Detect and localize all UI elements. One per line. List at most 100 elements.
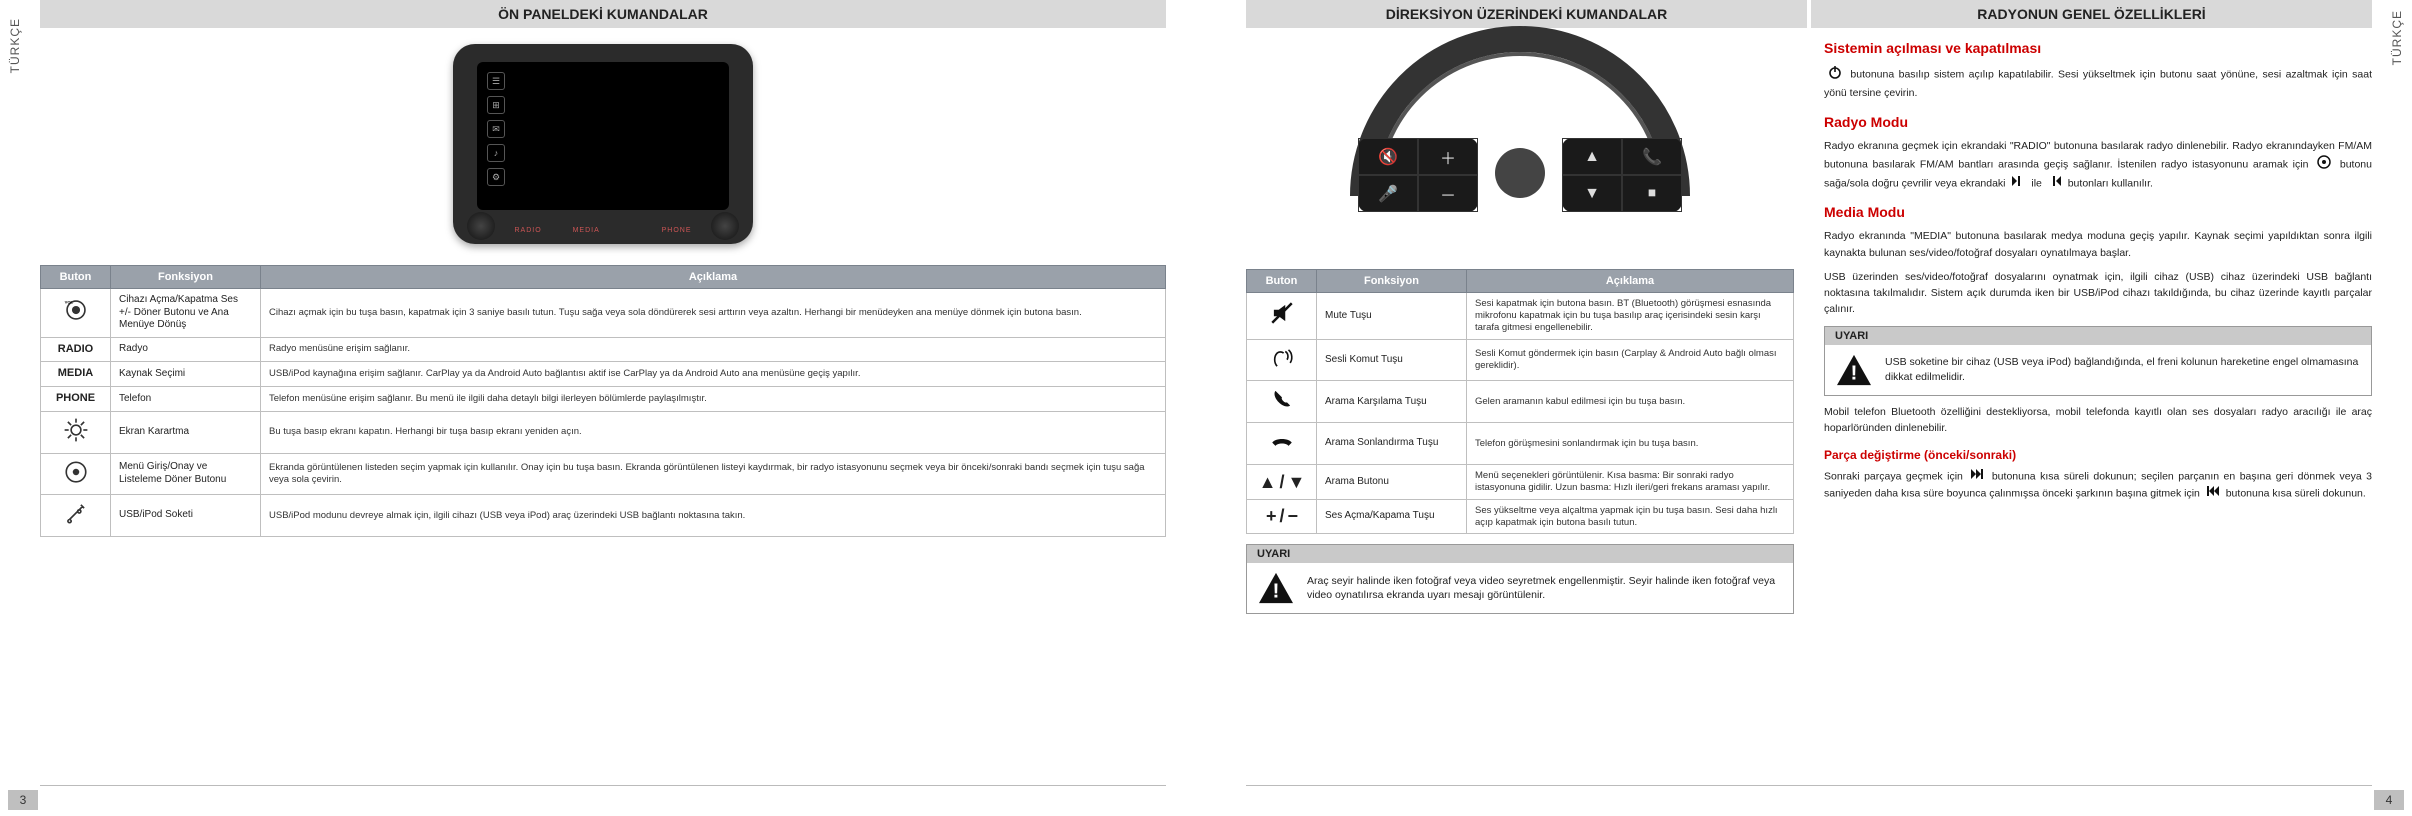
fn-cell: Mute Tuşu bbox=[1317, 293, 1467, 340]
plusminus-icon: + / − bbox=[1247, 499, 1317, 534]
warning-text: Araç seyir halinde iken fotoğraf veya vi… bbox=[1307, 574, 1783, 602]
page-left: TÜRKÇE ÖN PANELDEKİ KUMANDALAR ☰⊞✉♪⚙ RAD… bbox=[0, 0, 1206, 816]
voice-icon bbox=[1247, 339, 1317, 381]
desc-cell: Telefon görüşmesini sonlandırmak için bu… bbox=[1467, 423, 1794, 465]
para-system: butonuna basılıp sistem açılıp kapatılab… bbox=[1824, 64, 2372, 102]
header-steering: DİREKSİYON ÜZERİNDEKİ KUMANDALAR bbox=[1246, 0, 1807, 28]
media-label: MEDIA bbox=[41, 362, 111, 387]
warning-box-2: UYARI ! USB soketine bir cihaz (USB veya… bbox=[1824, 326, 2372, 396]
page-number-right: 4 bbox=[2374, 790, 2404, 810]
col-header: Buton bbox=[41, 266, 111, 289]
header-radio-general: RADYONUN GENEL ÖZELLİKLERİ bbox=[1811, 0, 2372, 28]
fn-cell: Cihazı Açma/Kapatma Ses +/- Döner Butonu… bbox=[111, 289, 261, 338]
heading-system: Sistemin açılması ve kapatılması bbox=[1824, 40, 2372, 56]
right-spec-table: Buton Fonksiyon Açıklama Mute Tuşu Sesi … bbox=[1246, 269, 1794, 534]
prev-track-icon bbox=[2206, 485, 2220, 502]
warning-box-1: UYARI ! Araç seyir halinde iken fotoğraf… bbox=[1246, 544, 1794, 614]
table-row: VOL Cihazı Açma/Kapatma Ses +/- Döner Bu… bbox=[41, 289, 1166, 338]
knob-icon: VOL bbox=[41, 289, 111, 338]
target-icon bbox=[2316, 154, 2332, 175]
fn-cell: Menü Giriş/Onay ve Listeleme Döner Buton… bbox=[111, 453, 261, 495]
brightness-icon bbox=[41, 411, 111, 453]
col-header: Buton bbox=[1247, 270, 1317, 293]
table-row: ▲ / ▼ Arama Butonu Menü seçenekleri görü… bbox=[1247, 464, 1794, 499]
para-media2: USB üzerinden ses/video/fotoğraf dosyala… bbox=[1824, 269, 2372, 318]
para-radio: Radyo ekranına geçmek için ekrandaki "RA… bbox=[1824, 138, 2372, 193]
table-row: RADIO Radyo Radyo menüsüne erişim sağlan… bbox=[41, 337, 1166, 362]
desc-cell: Sesli Komut göndermek için basın (Carpla… bbox=[1467, 339, 1794, 381]
table-row: Arama Karşılama Tuşu Gelen aramanın kabu… bbox=[1247, 381, 1794, 423]
target-icon bbox=[41, 453, 111, 495]
usb-icon bbox=[41, 495, 111, 537]
fn-cell: Ses Açma/Kapama Tuşu bbox=[1317, 499, 1467, 534]
side-label-left: TÜRKÇE bbox=[8, 18, 22, 73]
fn-cell: Arama Sonlandırma Tuşu bbox=[1317, 423, 1467, 465]
para-media3: Mobil telefon Bluetooth özelliğini deste… bbox=[1824, 404, 2372, 437]
desc-cell: Sesi kapatmak için butona basın. BT (Blu… bbox=[1467, 293, 1794, 340]
desc-cell: Ses yükseltme veya alçaltma yapmak için … bbox=[1467, 499, 1794, 534]
warning-icon: ! bbox=[1835, 353, 1873, 387]
table-row: Sesli Komut Tuşu Sesli Komut göndermek i… bbox=[1247, 339, 1794, 381]
fn-cell: Arama Karşılama Tuşu bbox=[1317, 381, 1467, 423]
col-header: Açıklama bbox=[1467, 270, 1794, 293]
radio-label: RADIO bbox=[41, 337, 111, 362]
desc-cell: USB/iPod modunu devreye almak için, ilgi… bbox=[261, 495, 1166, 537]
table-row: MEDIA Kaynak Seçimi USB/iPod kaynağına e… bbox=[41, 362, 1166, 387]
next-icon bbox=[2011, 175, 2025, 192]
heading-track: Parça değiştirme (önceki/sonraki) bbox=[1824, 448, 2372, 462]
fn-cell: Kaynak Seçimi bbox=[111, 362, 261, 387]
fn-cell: Radyo bbox=[111, 337, 261, 362]
side-label-right: TÜRKÇE bbox=[2390, 10, 2404, 65]
table-row: Arama Sonlandırma Tuşu Telefon görüşmesi… bbox=[1247, 423, 1794, 465]
fn-cell: Telefon bbox=[111, 387, 261, 412]
table-row: Menü Giriş/Onay ve Listeleme Döner Buton… bbox=[41, 453, 1166, 495]
svg-text:VOL: VOL bbox=[64, 300, 73, 305]
desc-cell: Bu tuşa basıp ekranı kapatın. Herhangi b… bbox=[261, 411, 1166, 453]
power-icon bbox=[1827, 64, 1843, 85]
heading-media: Media Modu bbox=[1824, 204, 2372, 220]
desc-cell: Telefon menüsüne erişim sağlanır. Bu men… bbox=[261, 387, 1166, 412]
fn-cell: Arama Butonu bbox=[1317, 464, 1467, 499]
table-row: + / − Ses Açma/Kapama Tuşu Ses yükseltme… bbox=[1247, 499, 1794, 534]
radio-text-column: Sistemin açılması ve kapatılması butonun… bbox=[1824, 28, 2372, 622]
desc-cell: Gelen aramanın kabul edilmesi için bu tu… bbox=[1467, 381, 1794, 423]
para-track: Sonraki parçaya geçmek için butonuna kıs… bbox=[1824, 468, 2372, 503]
fn-cell: Sesli Komut Tuşu bbox=[1317, 339, 1467, 381]
page-number-left: 3 bbox=[8, 790, 38, 810]
header-left: ÖN PANELDEKİ KUMANDALAR bbox=[40, 0, 1166, 28]
steering-column: 🔇＋ 🎤－ ▲📞 ▼⏹ Buton Fon bbox=[1246, 28, 1794, 622]
warning-title: UYARI bbox=[1825, 327, 2371, 345]
svg-text:!: ! bbox=[1273, 580, 1280, 603]
prev-icon bbox=[2048, 175, 2062, 192]
desc-cell: Ekranda görüntülenen listeden seçim yapm… bbox=[261, 453, 1166, 495]
table-row: USB/iPod Soketi USB/iPod modunu devreye … bbox=[41, 495, 1166, 537]
col-header: Fonksiyon bbox=[111, 266, 261, 289]
warning-text: USB soketine bir cihaz (USB veya iPod) b… bbox=[1885, 355, 2361, 383]
desc-cell: Menü seçenekleri görüntülenir. Kısa basm… bbox=[1467, 464, 1794, 499]
device-label: MEDIA bbox=[573, 227, 600, 234]
wheel-illustration: 🔇＋ 🎤－ ▲📞 ▼⏹ bbox=[1246, 28, 1794, 261]
mute-icon bbox=[1247, 293, 1317, 340]
next-track-icon bbox=[1970, 468, 1984, 485]
page-right: TÜRKÇE DİREKSİYON ÜZERİNDEKİ KUMANDALAR … bbox=[1206, 0, 2412, 816]
col-header: Açıklama bbox=[261, 266, 1166, 289]
fn-cell: USB/iPod Soketi bbox=[111, 495, 261, 537]
arrows-icon: ▲ / ▼ bbox=[1247, 464, 1317, 499]
desc-cell: Radyo menüsüne erişim sağlanır. bbox=[261, 337, 1166, 362]
fn-cell: Ekran Karartma bbox=[111, 411, 261, 453]
device-label: RADIO bbox=[514, 227, 541, 234]
phone-answer-icon bbox=[1247, 381, 1317, 423]
table-row: Ekran Karartma Bu tuşa basıp ekranı kapa… bbox=[41, 411, 1166, 453]
phone-end-icon bbox=[1247, 423, 1317, 465]
para-media1: Radyo ekranında "MEDIA" butonuna basılar… bbox=[1824, 228, 2372, 261]
col-header: Fonksiyon bbox=[1317, 270, 1467, 293]
warning-title: UYARI bbox=[1247, 545, 1793, 563]
desc-cell: Cihazı açmak için bu tuşa basın, kapatma… bbox=[261, 289, 1166, 338]
heading-radio: Radyo Modu bbox=[1824, 114, 2372, 130]
desc-cell: USB/iPod kaynağına erişim sağlanır. CarP… bbox=[261, 362, 1166, 387]
table-row: Mute Tuşu Sesi kapatmak için butona bası… bbox=[1247, 293, 1794, 340]
svg-text:!: ! bbox=[1851, 361, 1858, 384]
phone-label: PHONE bbox=[41, 387, 111, 412]
left-spec-table: Buton Fonksiyon Açıklama VOL Cihazı Açma… bbox=[40, 265, 1166, 537]
device-label: PHONE bbox=[662, 227, 692, 234]
